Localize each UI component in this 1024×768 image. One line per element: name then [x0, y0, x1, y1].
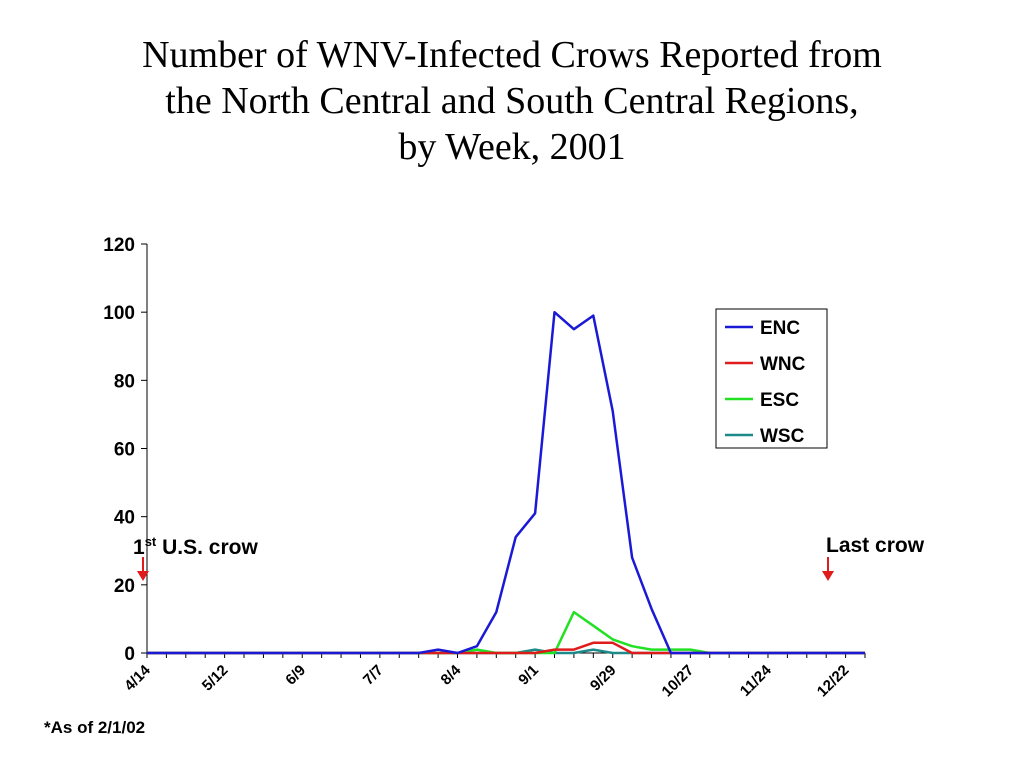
legend: ENC WNC ESC WSC [715, 308, 828, 449]
x-tick-label: 11/24 [737, 661, 775, 699]
series-line-esc [147, 610, 865, 655]
series-lines [147, 310, 865, 655]
x-tick-label: 9/1 [515, 662, 542, 689]
x-tick-label: 7/7 [360, 662, 387, 689]
x-axis: 4/14 5/12 6/9 7/7 8/4 9/1 9/29 10/27 11/24 12/22 [121, 652, 866, 701]
y-tick-label: 100 [103, 303, 135, 324]
y-axis: 0 20 40 60 80 100 120 [103, 235, 148, 665]
legend-entry-enc: ENC [760, 318, 800, 339]
title-line-1: Number of WNV-Infected Crows Reported fr… [142, 34, 882, 76]
first-crow-number: 1 [133, 536, 145, 559]
x-tick-label: 4/14 [121, 661, 154, 694]
first-crow-arrow-head [137, 571, 149, 581]
x-tick-label: 8/4 [438, 661, 465, 688]
annotation-arrows [137, 557, 834, 581]
first-crow-superscript: st [144, 534, 157, 549]
y-tick-label: 60 [114, 440, 135, 461]
last-crow-label: Last crow [826, 534, 925, 557]
legend-box [715, 308, 828, 449]
series-line-enc [147, 310, 865, 655]
footnote: *As of 2/1/02 [44, 718, 146, 737]
series-line-wnc [147, 641, 865, 655]
first-us-crow-label: 1st U.S. crow [133, 534, 258, 560]
first-crow-text: U.S. crow [156, 536, 258, 559]
y-tick-label: 40 [114, 508, 135, 529]
x-tick-label: 5/12 [199, 662, 232, 695]
y-tick-label: 80 [114, 371, 135, 392]
legend-entry-wnc: WNC [760, 354, 806, 375]
x-tick-label: 9/29 [587, 662, 620, 695]
title-line-3: by Week, 2001 [398, 126, 626, 168]
x-tick-label: 6/9 [282, 662, 309, 689]
x-tick-label: 12/22 [814, 662, 853, 701]
y-tick-label: 120 [103, 235, 135, 256]
y-tick-label: 20 [114, 576, 135, 597]
x-tick-label: 10/27 [659, 662, 698, 701]
last-crow-arrow-head [822, 571, 834, 581]
chart-title: Number of WNV-Infected Crows Reported fr… [0, 32, 1024, 170]
legend-entry-wsc: WSC [760, 426, 805, 447]
y-tick-label: 0 [124, 644, 135, 665]
title-line-2: the North Central and South Central Regi… [165, 80, 859, 122]
legend-entry-esc: ESC [760, 390, 799, 411]
